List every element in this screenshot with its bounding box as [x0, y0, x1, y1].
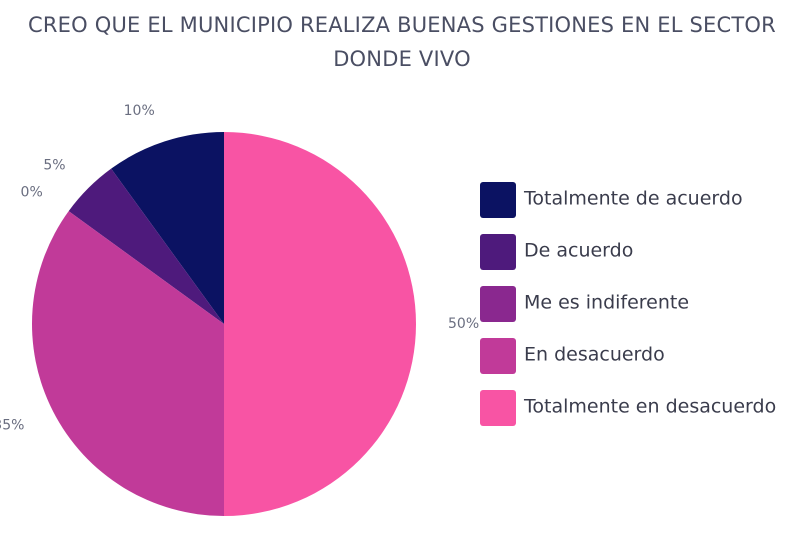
pie-slice	[224, 132, 416, 516]
legend-swatch	[480, 234, 516, 270]
legend-swatch	[480, 338, 516, 374]
value-label: 50%	[448, 316, 479, 332]
pie-slice	[111, 132, 224, 324]
legend-swatch	[480, 182, 516, 218]
value-label: 35%	[0, 418, 24, 434]
legend-swatch	[480, 390, 516, 426]
legend-label: Totalmente en desacuerdo	[523, 396, 776, 418]
value-label: 10%	[124, 103, 155, 119]
pie-slice	[68, 168, 225, 324]
legend-label: De acuerdo	[524, 240, 633, 262]
legend-label: En desacuerdo	[524, 344, 665, 366]
legend-label: Totalmente de acuerdo	[523, 188, 743, 210]
value-label: 5%	[43, 158, 65, 174]
chart-title: CREO QUE EL MUNICIPIO REALIZA BUENAS GES…	[28, 13, 776, 71]
legend-label: Me es indiferente	[524, 292, 689, 314]
legend-swatch	[480, 286, 516, 322]
value-label: 0%	[21, 184, 43, 200]
pie-slice	[32, 211, 225, 516]
